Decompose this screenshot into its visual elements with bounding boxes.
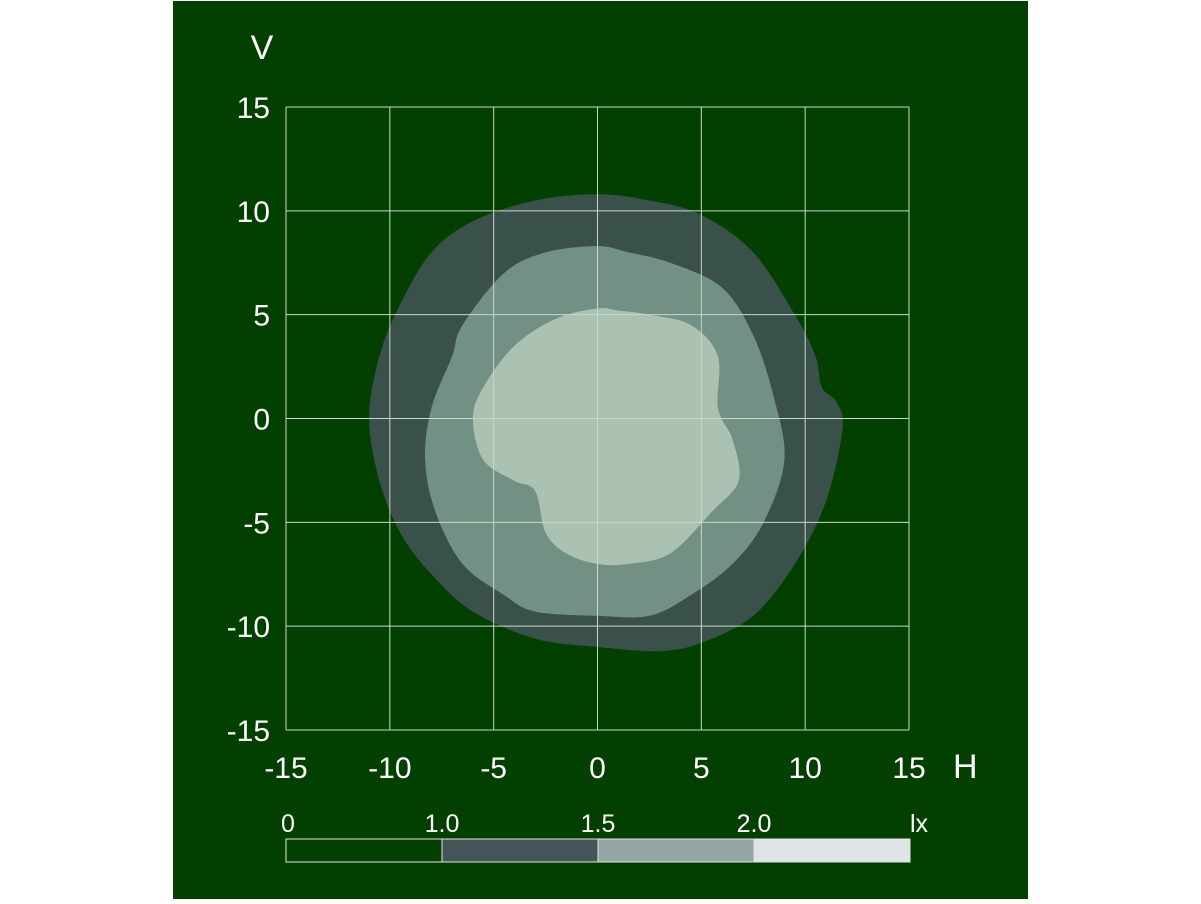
contour-region-2: [472, 308, 740, 566]
y-tick-label: 5: [253, 300, 270, 333]
x-tick-label: 15: [892, 752, 925, 785]
tick-layer: -15 -10 -5 0 5 10 15 15 10 5 0 -5 -10 -15: [227, 92, 926, 785]
y-tick-label: -15: [227, 715, 270, 748]
colorbar-tick-label: 2.0: [737, 810, 772, 838]
colorbar-band: [753, 838, 911, 863]
colorbar-band: [285, 838, 443, 863]
grid-layer: [285, 106, 910, 731]
colorbar-tick-label: 1.0: [425, 810, 460, 838]
colorbar-unit-label: lx: [910, 810, 929, 838]
colorbar: 0 1.0 1.5 2.0: [281, 810, 911, 863]
colorbar-tick-label: 0: [281, 810, 295, 838]
contour-layer: [369, 194, 843, 652]
chart-panel: -15 -10 -5 0 5 10 15 15 10 5 0 -5 -10 -15 H V 0 1.0 1.5…: [173, 1, 1028, 899]
x-axis-label: H: [953, 748, 978, 786]
x-tick-label: 0: [589, 752, 606, 785]
y-tick-label: 15: [237, 92, 270, 125]
contour-chart: -15 -10 -5 0 5 10 15 15 10 5 0 -5 -10 -15 H V 0 1.0 1.5…: [173, 1, 1028, 899]
x-tick-label: -10: [368, 752, 411, 785]
x-tick-label: 5: [693, 752, 710, 785]
x-tick-label: -5: [480, 752, 507, 785]
x-tick-label: 10: [788, 752, 821, 785]
x-tick-label: -15: [264, 752, 307, 785]
y-tick-label: -5: [243, 507, 270, 540]
y-tick-label: 10: [237, 196, 270, 229]
colorbar-tick-label: 1.5: [581, 810, 616, 838]
colorbar-band: [441, 838, 599, 863]
y-tick-label: -10: [227, 611, 270, 644]
colorbar-band: [597, 838, 755, 863]
y-tick-label: 0: [253, 404, 270, 437]
y-axis-label: V: [251, 29, 274, 67]
